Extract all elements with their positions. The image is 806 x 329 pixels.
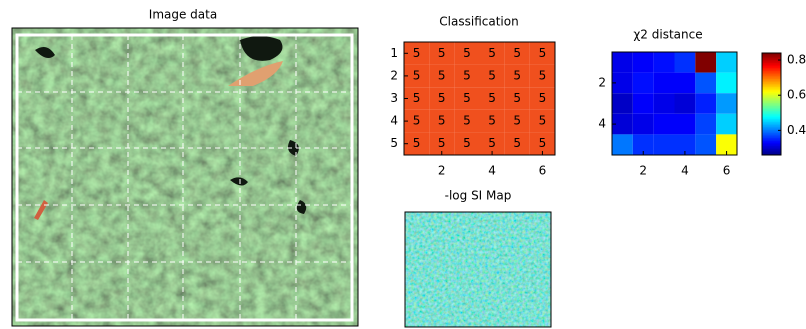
cell-label: 5 <box>413 114 421 128</box>
panel-title: χ2 distance <box>633 28 702 42</box>
cell-label: 5 <box>463 136 471 150</box>
x-tick-label: 6 <box>539 164 547 178</box>
x-tick-label: 4 <box>488 164 496 178</box>
cell-label: 5 <box>539 114 547 128</box>
colorbar-label: 0.6 <box>787 88 806 102</box>
cell-label: 5 <box>513 68 521 82</box>
heatmap-cell <box>716 52 737 73</box>
cell-label: 5 <box>539 136 547 150</box>
figure: Image data -log SI Map 5 5 5 5 5 5 5 5 5 5 5 5 5 5 5 5 5… <box>0 0 806 329</box>
colorbar-label: 0.4 <box>787 123 806 137</box>
cell-label: 5 <box>438 114 446 128</box>
heatmap-cell <box>654 114 675 135</box>
cell-label: 5 <box>413 91 421 105</box>
map-texture <box>405 212 551 327</box>
cell-label: 5 <box>438 46 446 60</box>
y-tick-label: 5 <box>390 136 398 150</box>
x-tick-label: 2 <box>639 164 647 178</box>
heatmap-cell <box>695 73 716 94</box>
y-tick-label: 1 <box>390 46 398 60</box>
cell-label: 5 <box>463 68 471 82</box>
y-tick-label: 2 <box>598 75 606 89</box>
heatmap-cell <box>716 73 737 94</box>
cell-label: 5 <box>488 46 496 60</box>
cell-label: 5 <box>513 136 521 150</box>
x-tick-label: 2 <box>438 164 446 178</box>
heatmap-cell <box>612 134 633 155</box>
heatmap-cell <box>675 93 696 114</box>
si-map-panel: -log SI Map <box>405 189 551 328</box>
cell-label: 5 <box>488 91 496 105</box>
cell-label: 5 <box>513 91 521 105</box>
heatmap-cell <box>654 93 675 114</box>
cell-label: 5 <box>463 46 471 60</box>
cell-label: 5 <box>539 46 547 60</box>
heatmap-cell <box>716 93 737 114</box>
panel-title: Image data <box>149 8 217 22</box>
cell-label: 5 <box>488 68 496 82</box>
x-tick-label: 4 <box>681 164 689 178</box>
image-panel: Image data <box>12 8 358 327</box>
cell-label: 5 <box>513 46 521 60</box>
cell-label: 5 <box>413 136 421 150</box>
cell-label: 5 <box>413 68 421 82</box>
image-texture <box>12 28 358 326</box>
cell-label: 5 <box>413 46 421 60</box>
heatmap-cell <box>633 52 654 73</box>
panel-title: -log SI Map <box>445 189 512 203</box>
heatmap-cell <box>675 73 696 94</box>
heatmap-cell <box>675 114 696 135</box>
heatmap-cell <box>716 114 737 135</box>
y-tick-label: 4 <box>598 117 606 131</box>
heatmap-cell <box>612 52 633 73</box>
panel-title: Classification <box>439 15 518 29</box>
cell-label: 5 <box>488 136 496 150</box>
y-tick-label: 3 <box>390 91 398 105</box>
heatmap-cell <box>695 52 716 73</box>
cell-label: 5 <box>438 68 446 82</box>
x-tick-label: 6 <box>723 164 731 178</box>
heatmap-cell <box>654 73 675 94</box>
colorbar-label: 0.8 <box>787 53 806 67</box>
y-tick-label: 4 <box>390 114 398 128</box>
heatmap-cell <box>633 73 654 94</box>
heatmap-cell <box>695 114 716 135</box>
y-tick-label: 2 <box>390 68 398 82</box>
heatmap-cell <box>654 52 675 73</box>
cell-label: 5 <box>539 91 547 105</box>
heatmap-cell <box>695 134 716 155</box>
heatmap-cell <box>695 93 716 114</box>
heatmap-cell <box>654 134 675 155</box>
cell-label: 5 <box>488 114 496 128</box>
cell-label: 5 <box>539 68 547 82</box>
cell-label: 5 <box>513 114 521 128</box>
heatmap-cell <box>633 93 654 114</box>
cell-label: 5 <box>438 91 446 105</box>
cell-label: 5 <box>463 91 471 105</box>
heatmap-cell <box>633 114 654 135</box>
heatmap-cell <box>675 52 696 73</box>
cell-label: 5 <box>463 114 471 128</box>
cell-label: 5 <box>438 136 446 150</box>
heatmap-cell <box>612 93 633 114</box>
